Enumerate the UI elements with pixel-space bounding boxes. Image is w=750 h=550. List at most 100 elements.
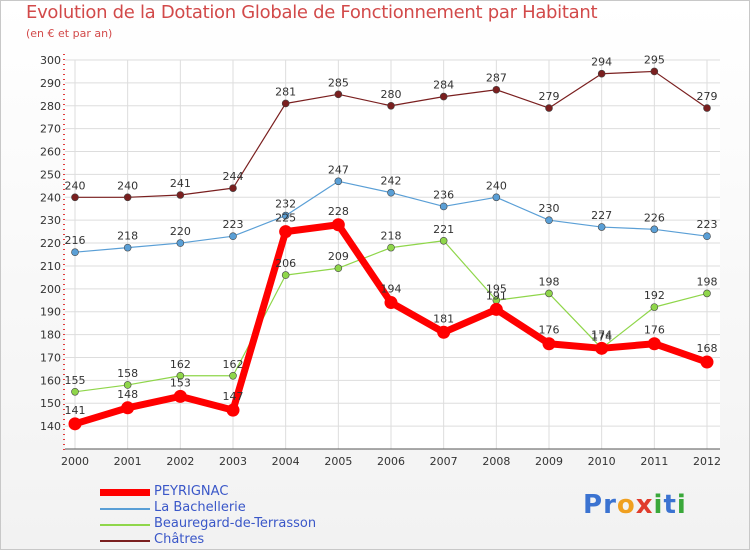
legend-label: Châtres: [154, 532, 205, 547]
data-point: [121, 401, 135, 415]
x-tick-label: 2005: [324, 455, 352, 468]
logo-letter: o: [616, 490, 636, 520]
data-point: [703, 104, 711, 112]
data-label: 287: [486, 72, 507, 85]
data-label: 228: [328, 205, 349, 218]
data-label: 209: [328, 250, 349, 263]
series-la-bachellerie: [71, 177, 711, 257]
data-label: 141: [65, 404, 86, 417]
data-label: 240: [65, 179, 86, 192]
y-tick-label: 190: [40, 306, 61, 319]
data-label: 192: [644, 289, 665, 302]
legend-swatch: [100, 540, 150, 542]
data-label: 198: [697, 275, 718, 288]
data-point: [703, 232, 711, 240]
data-label: 168: [697, 342, 718, 355]
legend-swatch: [100, 524, 150, 526]
data-point: [334, 177, 343, 186]
data-label: 232: [275, 198, 296, 211]
data-label: 223: [223, 218, 244, 231]
proxiti-logo: Proxiti: [583, 490, 687, 520]
data-point: [439, 202, 448, 211]
data-label: 191: [486, 289, 507, 302]
data-point: [176, 239, 185, 247]
data-point: [437, 325, 451, 339]
x-tick-label: 2001: [114, 455, 142, 468]
data-label: 226: [644, 211, 665, 224]
data-point: [545, 289, 553, 298]
y-tick-label: 250: [40, 168, 61, 181]
data-label: 280: [381, 88, 402, 101]
data-point: [334, 264, 343, 273]
data-point: [68, 417, 82, 431]
data-point: [387, 188, 395, 197]
legend-swatch: [100, 508, 150, 510]
data-point: [439, 92, 448, 101]
data-point: [123, 243, 132, 252]
data-label: 284: [433, 79, 454, 92]
legend-label: Beauregard-de-Terrasson: [154, 516, 317, 531]
logo-letter: r: [603, 490, 617, 520]
x-tick-label: 2004: [272, 455, 300, 468]
data-label: 225: [275, 212, 296, 225]
series-layer: [68, 67, 714, 431]
data-point: [176, 371, 185, 380]
data-labels: 240 240 241 244 281 285 280 284 287 279 294 295 279 2…: [65, 53, 718, 416]
line-chart: 140 150 160 170 180 190 200 210 220 230 240 250 260 2…: [40, 53, 721, 468]
data-point: [176, 191, 185, 199]
data-label: 174: [591, 330, 612, 343]
data-point: [700, 355, 714, 369]
y-tick-label: 280: [40, 100, 61, 113]
data-point: [489, 302, 503, 316]
plot-area: [65, 60, 720, 449]
data-label: 295: [644, 53, 665, 66]
y-tick-label: 160: [40, 374, 61, 387]
data-label: 279: [697, 90, 718, 103]
data-point: [226, 403, 240, 417]
data-label: 247: [328, 163, 349, 176]
data-label: 221: [433, 223, 454, 236]
data-point: [595, 341, 609, 355]
y-tick-label: 220: [40, 237, 61, 250]
logo-letter: i: [653, 490, 664, 520]
data-point: [545, 216, 553, 224]
logo-letter: x: [635, 490, 654, 520]
data-point: [281, 99, 290, 108]
data-label: 148: [117, 388, 138, 401]
y-tick-label: 240: [40, 191, 61, 204]
data-point: [123, 381, 132, 389]
data-point: [173, 389, 187, 403]
data-point: [331, 218, 345, 232]
y-tick-label: 210: [40, 260, 61, 273]
legend-swatch: [100, 489, 150, 496]
data-label: 236: [433, 188, 454, 201]
data-label: 241: [170, 177, 191, 190]
data-label: 240: [486, 179, 507, 192]
data-point: [542, 337, 556, 351]
data-label: 244: [223, 170, 244, 183]
data-point: [123, 193, 132, 202]
axes: 140 150 160 170 180 190 200 210 220 230 240 250 260 2…: [40, 54, 721, 468]
x-tick-label: 2009: [535, 455, 563, 468]
chart-title: Evolution de la Dotation Globale de Fonc…: [26, 2, 598, 23]
data-label: 176: [539, 324, 560, 337]
data-label: 227: [591, 209, 612, 222]
y-tick-label: 180: [40, 329, 61, 342]
data-label: 155: [65, 374, 86, 387]
data-point: [384, 296, 398, 310]
data-label: 223: [697, 218, 718, 231]
y-tick-label: 270: [40, 123, 61, 136]
data-point: [281, 211, 290, 220]
x-tick-label: 2000: [61, 455, 89, 468]
data-point: [597, 223, 606, 231]
y-tick-label: 230: [40, 214, 61, 227]
grid: [65, 59, 720, 449]
data-point: [279, 225, 293, 239]
data-point: [387, 101, 395, 110]
x-tick-label: 2002: [166, 455, 194, 468]
logo-letter: i: [676, 490, 687, 520]
y-tick-label: 260: [40, 146, 61, 159]
data-label: 158: [117, 367, 138, 380]
logo-letter: t: [663, 490, 677, 520]
data-point: [229, 184, 237, 192]
